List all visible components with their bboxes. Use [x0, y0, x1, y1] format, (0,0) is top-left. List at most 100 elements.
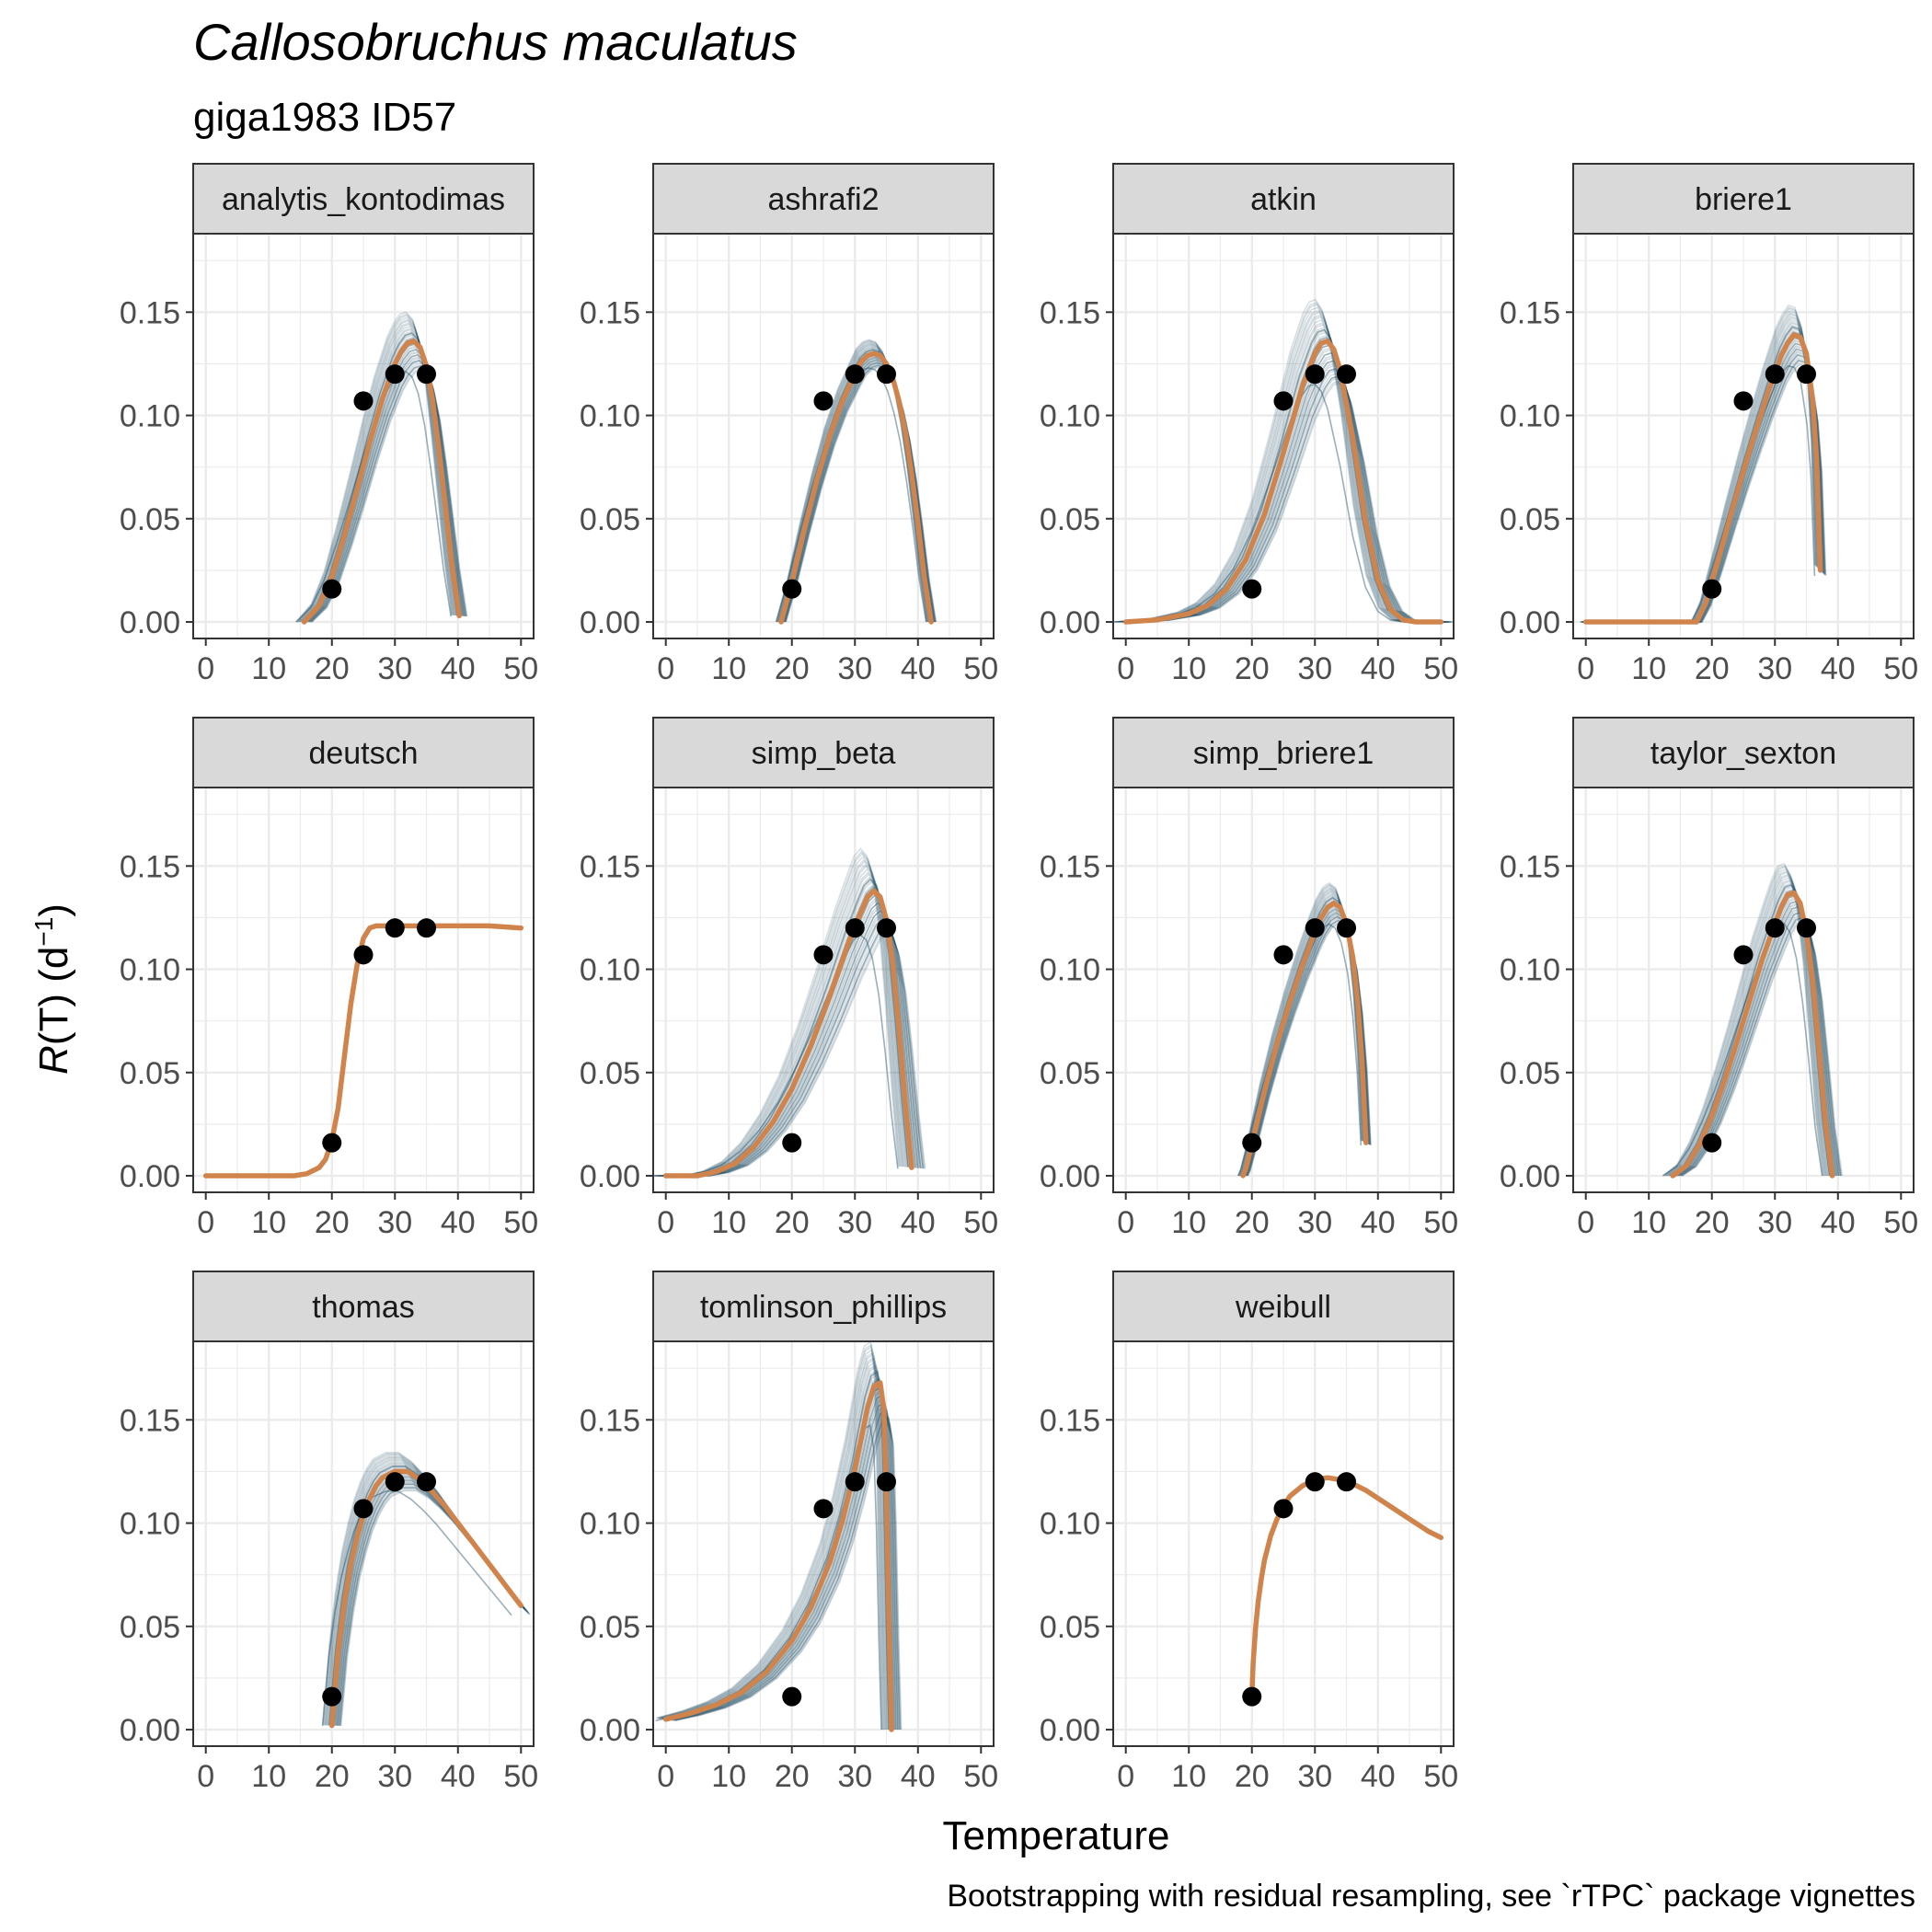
bootstrap-curve	[297, 318, 454, 623]
facet-strip	[652, 1271, 995, 1342]
data-point	[1273, 391, 1294, 411]
bootstrap-curve	[295, 311, 453, 623]
facet-panel-ashrafi2: ashrafi2 0.00 0.05 0.10 0.15 0 10 20 30 40 50	[580, 163, 998, 686]
y-tick-label: 0.10	[1500, 399, 1560, 434]
y-tick-label: 0.15	[120, 1403, 180, 1438]
bootstrap-curve	[677, 927, 925, 1177]
data-point	[845, 1472, 865, 1492]
bootstrap-curve	[1668, 880, 1830, 1177]
x-tick-label: 50	[503, 651, 538, 686]
bootstrap-curve	[1133, 364, 1449, 623]
bootstrap-curve	[776, 340, 928, 623]
y-tick-label: 0.10	[1040, 953, 1100, 988]
bootstrap-curve	[674, 917, 922, 1177]
y-tick-label: 0.00	[120, 605, 180, 640]
bootstrap-curve	[656, 1343, 884, 1731]
x-tick-label: 30	[1757, 651, 1792, 686]
bootstrap-curve	[656, 860, 903, 1177]
bootstrap-curve	[776, 339, 928, 623]
x-tick-label: 50	[503, 1205, 538, 1240]
bootstrap-curve	[1137, 380, 1454, 623]
x-tick-label: 40	[1361, 1759, 1396, 1794]
x-tick-label: 50	[1423, 1205, 1458, 1240]
x-tick-label: 30	[377, 651, 412, 686]
x-tick-label: 10	[711, 651, 746, 686]
facet-panel-deutsch: deutsch 0.00 0.05 0.10 0.15 0 10 20 30 40 50	[120, 717, 538, 1240]
bootstrap-curve	[678, 930, 926, 1177]
facet-panel-tomlinson_phillips: tomlinson_phillips 0.00 0.05 0.10 0.15 0 10 20 3…	[580, 1271, 998, 1794]
x-tick-label: 40	[441, 1205, 476, 1240]
data-point	[1242, 579, 1262, 599]
x-tick-label: 50	[503, 1759, 538, 1794]
bootstrap-curve	[1662, 865, 1824, 1177]
data-point	[877, 1472, 897, 1492]
data-point	[353, 391, 374, 411]
data-point	[1242, 1686, 1262, 1707]
bootstrap-curve	[1247, 921, 1372, 1177]
panel-border	[1112, 787, 1455, 1193]
x-axis-label: Temperature	[942, 1813, 1169, 1858]
bootstrap-curve	[1118, 314, 1434, 623]
y-tick-label: 0.10	[580, 399, 640, 434]
bootstrap-curve	[675, 919, 922, 1177]
x-tick-label: 40	[901, 1205, 936, 1240]
data-point	[1702, 1133, 1722, 1153]
panel-border	[1572, 233, 1915, 639]
x-tick-label: 0	[197, 1759, 214, 1794]
facet-panel-weibull: weibull 0.00 0.05 0.10 0.15 0 10 20 30 40 50	[1040, 1271, 1458, 1794]
bootstrap-curve	[1665, 871, 1827, 1177]
bootstrap-curve	[1135, 375, 1452, 623]
bootstrap-curve	[1120, 322, 1436, 623]
panel-curves	[775, 339, 937, 625]
bootstrap-curve	[673, 913, 920, 1177]
bootstrap-curve	[1680, 914, 1841, 1177]
data-point	[1273, 945, 1294, 965]
facet-strip-label: weibull	[1235, 1290, 1331, 1325]
bootstrap-curve	[776, 339, 927, 623]
data-point	[1305, 918, 1325, 938]
x-tick-label: 40	[1361, 1205, 1396, 1240]
data-point	[1305, 364, 1325, 385]
panel-border	[652, 233, 995, 639]
y-tick-label: 0.10	[580, 1507, 640, 1542]
data-point	[782, 579, 802, 599]
facet-panel-simp_briere1: simp_briere1 0.00 0.05 0.10 0.15 0 10 20 30 40 50	[1040, 717, 1458, 1240]
bootstrap-curve	[673, 914, 921, 1177]
y-tick-label: 0.00	[1040, 1713, 1100, 1748]
data-point	[417, 1472, 437, 1492]
data-point	[385, 918, 405, 938]
bootstrap-curve	[299, 325, 456, 623]
x-tick-label: 40	[441, 651, 476, 686]
x-tick-label: 50	[1883, 651, 1918, 686]
bootstrap-curve	[299, 323, 455, 623]
bootstrap-curve	[1238, 886, 1363, 1177]
bootstrap-curve	[669, 1396, 896, 1731]
bootstrap-curve	[661, 1365, 889, 1731]
bootstrap-curve	[298, 319, 454, 623]
bootstrap-curve	[309, 361, 466, 623]
x-tick-label: 40	[901, 1759, 936, 1794]
x-tick-label: 20	[775, 1205, 810, 1240]
bootstrap-curve	[310, 364, 467, 623]
bootstrap-curve	[784, 362, 936, 623]
x-tick-label: 20	[315, 1205, 350, 1240]
fitted-curve	[1582, 332, 1823, 625]
panel-curves	[321, 1452, 531, 1729]
y-tick-label: 0.15	[580, 295, 640, 330]
bootstrap-curve	[1666, 875, 1828, 1177]
bootstrap-curve	[1131, 360, 1447, 623]
x-tick-label: 30	[1297, 1205, 1332, 1240]
x-tick-label: 20	[315, 651, 350, 686]
y-tick-label: 0.00	[580, 605, 640, 640]
bootstrap-curve	[1113, 298, 1430, 623]
bootstrap-curve	[1681, 918, 1842, 1177]
facet-strip	[192, 163, 535, 235]
y-tick-label: 0.05	[580, 1056, 640, 1091]
bootstrap-curve	[1246, 919, 1372, 1177]
x-tick-label: 0	[1577, 1205, 1594, 1240]
x-tick-label: 40	[1821, 651, 1856, 686]
x-tick-label: 10	[1171, 1205, 1206, 1240]
data-point	[1733, 391, 1754, 411]
chart-title: Callosobruchus maculatus	[193, 13, 798, 71]
bootstrap-curve	[679, 932, 926, 1177]
